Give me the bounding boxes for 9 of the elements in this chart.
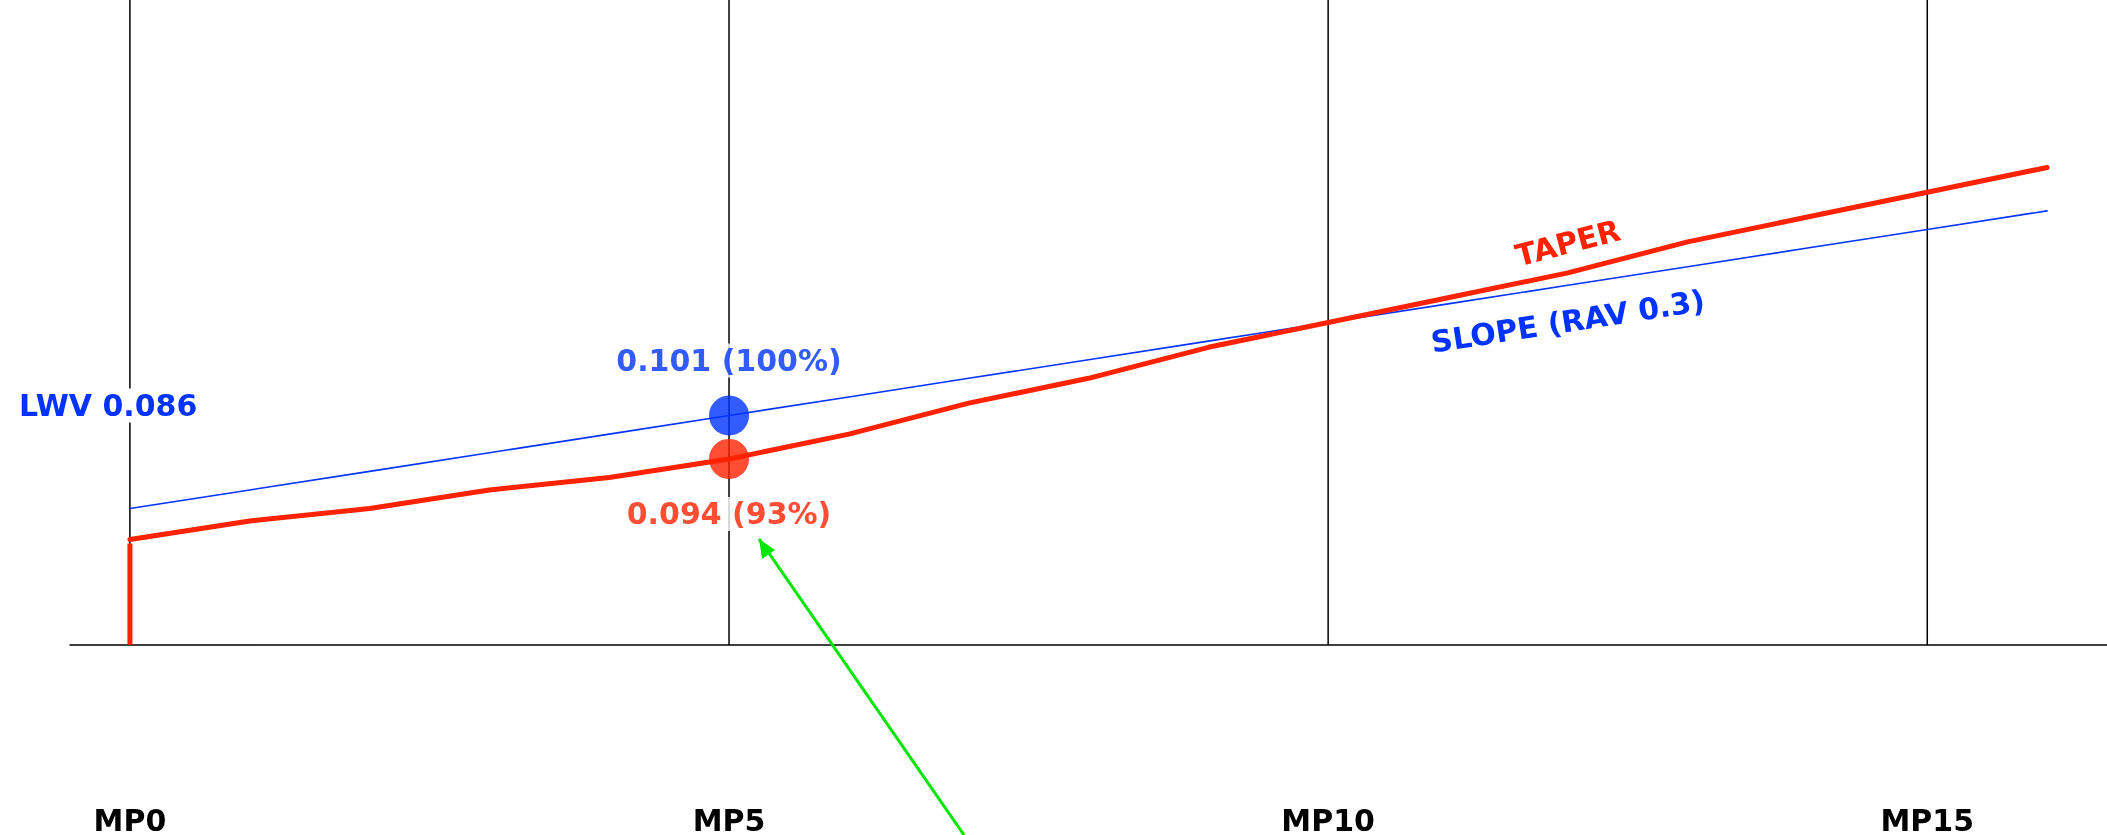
data-label: 0.094 (93%) <box>626 496 832 532</box>
text: SLOPE (RAV 0.3) <box>1428 282 1708 360</box>
annotation: LWV 0.086 <box>18 388 198 424</box>
data-label: 0.101 (100%) <box>616 343 842 379</box>
x-tick-label: MP15 <box>1880 802 1975 835</box>
x-tick-label: MP5 <box>692 802 766 835</box>
x-tick-label: MP0 <box>93 802 167 835</box>
text: TAPER <box>1511 212 1624 274</box>
x-tick-label: MP10 <box>1281 802 1375 835</box>
